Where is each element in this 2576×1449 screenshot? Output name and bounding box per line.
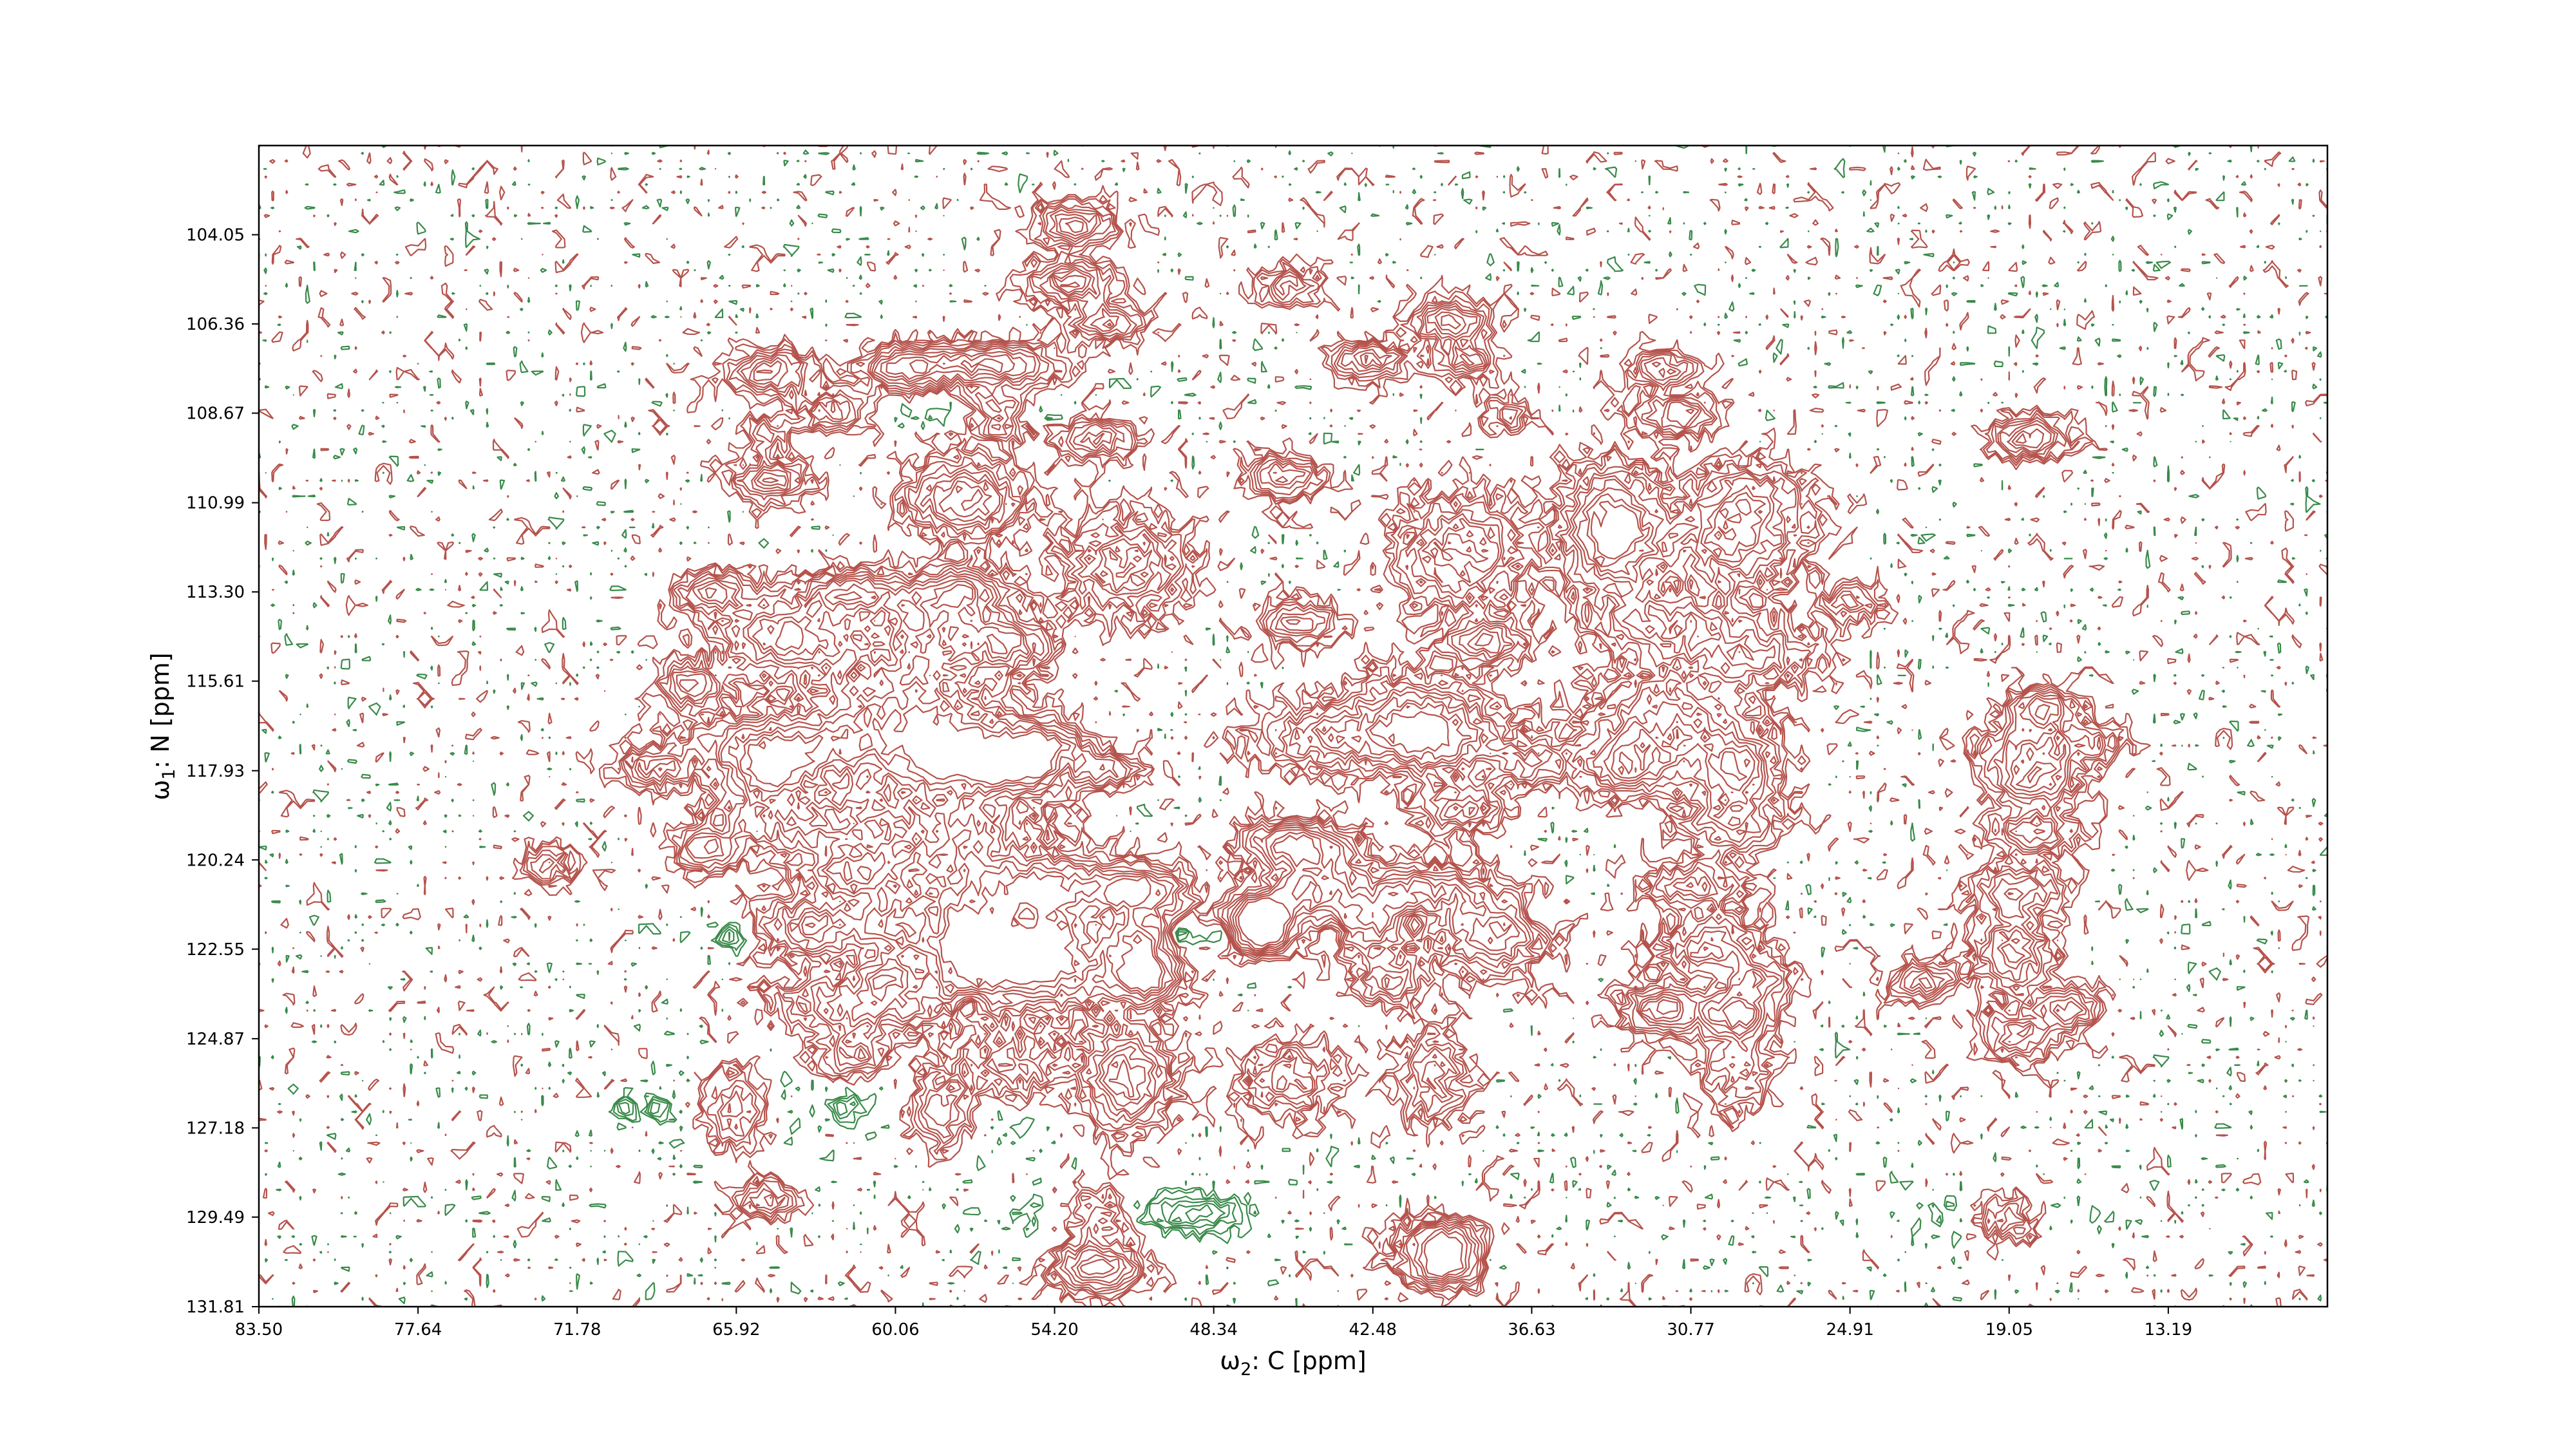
y-tick-label: 115.61: [186, 672, 245, 692]
y-tick-label: 129.49: [186, 1208, 245, 1227]
x-tick-label: 24.91: [1826, 1320, 1873, 1340]
x-tick-label: 54.20: [1030, 1320, 1078, 1340]
x-tick-label: 60.06: [871, 1320, 919, 1340]
y-tick-label: 113.30: [186, 583, 245, 602]
y-tick-label: 104.05: [186, 226, 245, 245]
y-tick-label: 122.55: [186, 940, 245, 960]
x-tick-label: 71.78: [553, 1320, 601, 1340]
y-tick-label: 106.36: [186, 315, 245, 334]
x-tick-label: 83.50: [235, 1320, 283, 1340]
x-tick-label: 77.64: [394, 1320, 442, 1340]
x-tick-label: 42.48: [1349, 1320, 1397, 1340]
y-tick-label: 131.81: [186, 1298, 245, 1317]
x-tick-label: 36.63: [1508, 1320, 1555, 1340]
x-tick-label: 19.05: [1985, 1320, 2033, 1340]
y-tick-label: 124.87: [186, 1030, 245, 1049]
x-tick-label: 30.77: [1667, 1320, 1714, 1340]
y-tick-label: 117.93: [186, 762, 245, 781]
y-tick-label: 110.99: [186, 494, 245, 513]
y-tick-label: 120.24: [186, 851, 245, 870]
x-tick-label: 13.19: [2145, 1320, 2192, 1340]
y-tick-label: 108.67: [186, 404, 245, 424]
y-tick-label: 127.18: [186, 1119, 245, 1138]
x-tick-label: 48.34: [1189, 1320, 1237, 1340]
x-tick-label: 65.92: [712, 1320, 760, 1340]
